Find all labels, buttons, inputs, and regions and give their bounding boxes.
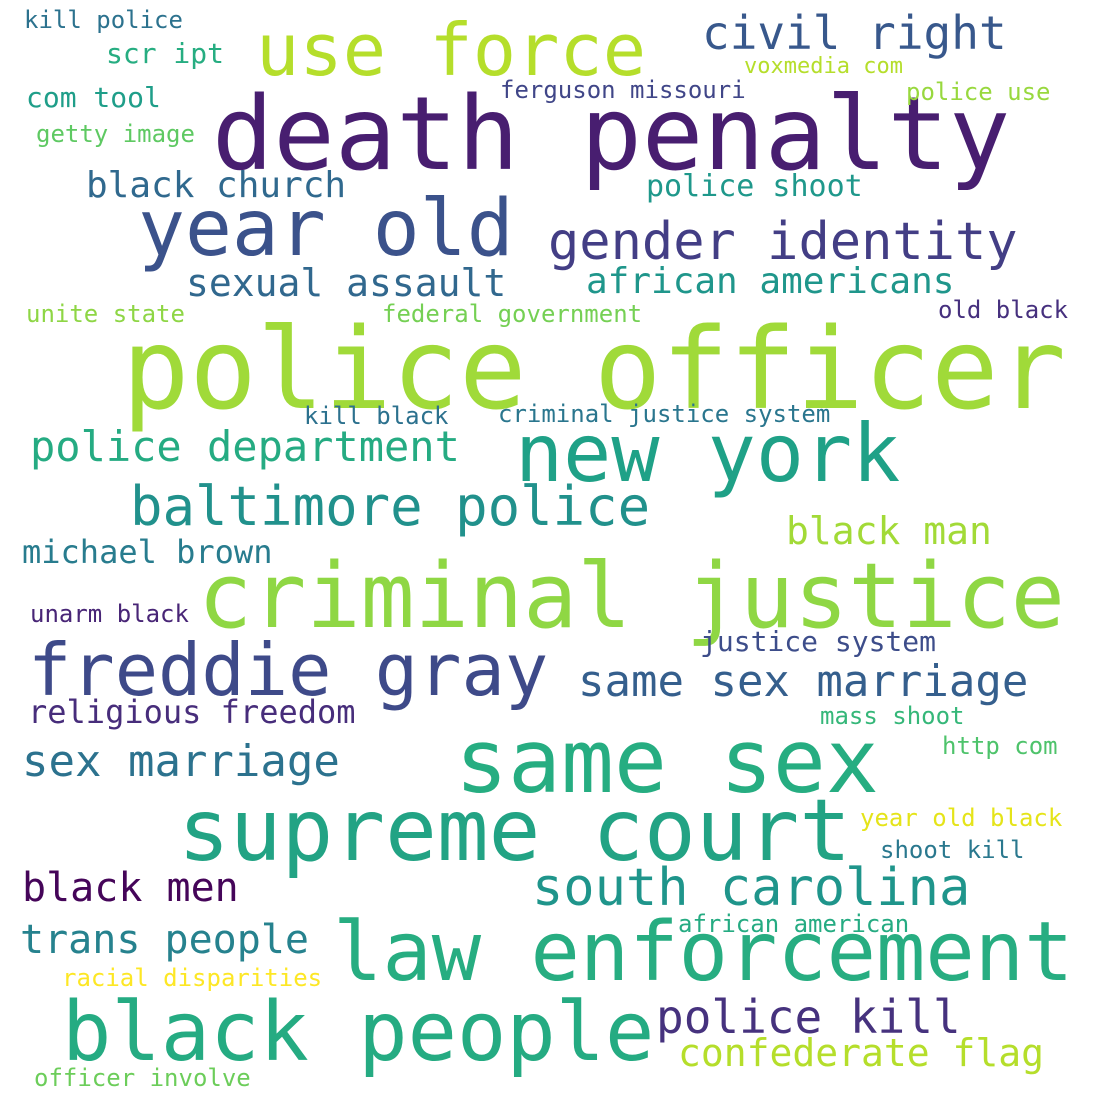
word: south carolina	[532, 858, 971, 918]
word: unarm black	[30, 600, 189, 628]
word: year old	[138, 184, 514, 274]
word: civil right	[702, 6, 1007, 60]
word: gender identity	[548, 212, 1018, 272]
word: supreme court	[178, 781, 852, 881]
word: police kill	[656, 990, 961, 1044]
word: com tool	[26, 81, 161, 114]
word: black church	[86, 165, 347, 206]
word: justice system	[700, 625, 937, 658]
word: confederate flag	[678, 1031, 1045, 1075]
word: old black	[938, 296, 1069, 324]
word: baltimore police	[130, 475, 651, 538]
word: officer involve	[34, 1064, 251, 1092]
word: african american	[678, 910, 910, 938]
word: death penalty	[212, 75, 1011, 194]
word: freddie gray	[28, 628, 549, 712]
word: black men	[22, 865, 239, 911]
word: police use	[906, 78, 1051, 106]
word: shoot kill	[880, 836, 1025, 864]
word: black man	[786, 509, 992, 553]
word: new york	[515, 407, 901, 500]
word: police shoot	[646, 169, 863, 204]
word: scr ipt	[106, 37, 225, 70]
word: sexual assault	[186, 261, 507, 305]
word: same sex	[455, 710, 879, 813]
word: unite state	[26, 300, 185, 328]
word: federal government	[382, 300, 643, 328]
word: michael brown	[22, 533, 273, 571]
word: racial disparities	[62, 964, 323, 992]
word: http com	[942, 732, 1058, 760]
word: use force	[256, 8, 647, 92]
word: criminal justice system	[498, 400, 831, 428]
word: criminal justice	[198, 544, 1065, 649]
word: religious freedom	[28, 693, 356, 731]
word: sex marriage	[22, 736, 340, 787]
word: getty image	[36, 120, 195, 148]
word: mass shoot	[820, 702, 965, 730]
word: voxmedia com	[744, 54, 903, 79]
word: ferguson missouri	[500, 76, 746, 104]
word: kill police	[24, 6, 183, 34]
word: kill black	[304, 402, 449, 430]
word: same sex marriage	[578, 656, 1029, 707]
word: black people	[62, 985, 655, 1080]
word: african americans	[586, 261, 955, 302]
word: year old black	[860, 804, 1063, 832]
word: police officer	[122, 305, 1067, 435]
word: law enforcement	[333, 905, 1074, 1000]
word: trans people	[20, 917, 309, 963]
word: police department	[30, 422, 460, 471]
